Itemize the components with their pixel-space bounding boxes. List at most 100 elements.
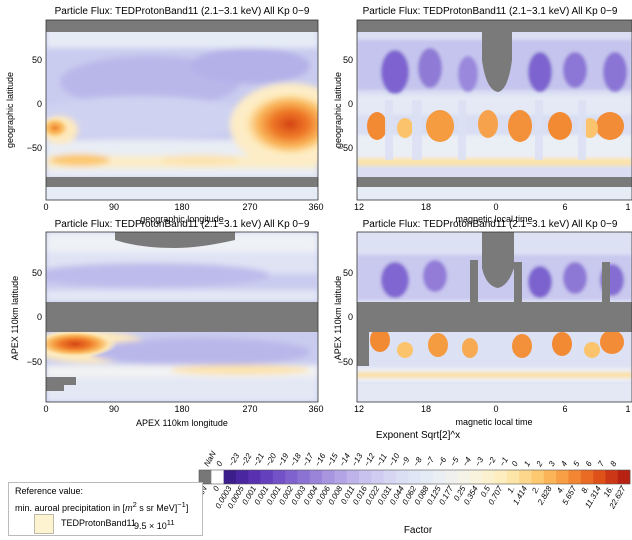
colorbar-exponent-label: −7: [424, 455, 437, 468]
colorbar-exponent-label: −8: [411, 455, 424, 468]
colorbar-cell: [506, 470, 520, 484]
p2-ytick-0: 0: [348, 99, 353, 109]
colorbar-exponent-label: −3: [473, 455, 486, 468]
colorbar-factor-tick: 1.: [506, 485, 517, 495]
p1-xtick-180: 180: [174, 202, 189, 212]
panel-3-title: Particle Flux: TEDProtonBand11 (2.1−3.1 …: [55, 219, 310, 230]
colorbar-exponent-label: −19: [276, 451, 291, 468]
colorbar-cell: [432, 470, 446, 484]
colorbar-cell: [211, 470, 224, 484]
colorbar-exponent-label: 0: [510, 459, 520, 468]
colorbar-exponent-label: −16: [313, 451, 328, 468]
panel-4-warm-band: [370, 328, 624, 358]
panel-2: Particle Flux: TEDProtonBand11 (2.1−3.1 …: [333, 6, 632, 224]
colorbar-exponent-label: −15: [325, 451, 340, 468]
reference-label: Reference value:: [15, 486, 84, 496]
colorbar-exponent-label: 5: [572, 459, 582, 468]
colorbar-cell: [420, 470, 434, 484]
p2-xtick-18: 18: [421, 202, 431, 212]
colorbar-exponent-label: −11: [375, 452, 389, 468]
colorbar-cell: [383, 470, 397, 484]
colorbar-cell: [408, 470, 421, 484]
p1-ylabel: geographic latitude: [5, 72, 15, 148]
colorbar-cell: [543, 470, 557, 484]
colorbar-cell: [309, 470, 323, 484]
panel-1-title: Particle Flux: TEDProtonBand11 (2.1−3.1 …: [55, 6, 310, 17]
p2-xlabel: magnetic local time: [455, 214, 532, 224]
reference-sublabel: min. auroal precipitation in [m2 s sr Me…: [15, 500, 189, 513]
colorbar-cell: [359, 470, 372, 484]
p4-xtick-6: 6: [562, 404, 567, 414]
colorbar-factor-tick: 8.: [580, 485, 591, 495]
colorbar-exponent-label: 7: [596, 459, 606, 468]
p1-ytick-0: 0: [37, 99, 42, 109]
colorbar-cell: [334, 470, 348, 484]
p1-xtick-270: 270: [242, 202, 257, 212]
colorbar-exponent-label: −9: [399, 455, 412, 468]
colorbar-exponent-label: −2: [485, 455, 498, 468]
colorbar-factor-tick: 2.: [530, 485, 542, 496]
p4-xtick-12b: 1: [625, 404, 630, 414]
reference-legend: Reference value: min. auroal precipitati…: [8, 482, 203, 536]
p2-ytick-m50: −50: [338, 143, 353, 153]
colorbar-cell: [260, 470, 274, 484]
p1-xtick-90: 90: [109, 202, 119, 212]
colorbar-factor-labels: NaN00.00030.00050.0010.0010.0010.0020.00…: [193, 484, 628, 511]
colorbar-exponent-label: −18: [288, 451, 303, 468]
colorbar-cell: [593, 470, 606, 484]
colorbar-cell: [482, 470, 495, 484]
colorbar-cell: [617, 470, 631, 484]
p3-xtick-270: 270: [242, 404, 257, 414]
p3-ylabel: APEX 110km latitude: [10, 276, 20, 360]
panel-4-map: [357, 232, 632, 402]
p4-ytick-50: 50: [343, 268, 353, 278]
colorbar-exponent-label: −6: [436, 455, 449, 468]
panel-3: Particle Flux: TEDProtonBand11 (2.1−3.1 …: [10, 219, 324, 428]
colorbar-outline: [198, 469, 631, 485]
colorbar-cell: [346, 470, 360, 484]
p1-ytick-50: 50: [32, 55, 42, 65]
p2-xtick-0: 0: [493, 202, 498, 212]
p4-ylabel: APEX 110km latitude: [333, 276, 343, 360]
colorbar-title: Exponent Sqrt[2]^x: [376, 430, 460, 441]
p3-ytick-50: 50: [32, 268, 42, 278]
colorbar-cell: [531, 470, 545, 484]
colorbar-cell: [285, 470, 298, 484]
p3-xlabel: APEX 110km longitude: [136, 418, 228, 428]
colorbar-cell: [235, 470, 249, 484]
p1-xlabel: geographic longitude: [140, 214, 224, 224]
colorbar-cell: [297, 470, 311, 484]
colorbar-exponent-label: −13: [350, 451, 365, 468]
p3-ytick-m50: −50: [27, 357, 42, 367]
colorbar-exponent-label: −10: [387, 451, 402, 468]
colorbar-exponent-label: −17: [301, 451, 316, 468]
colorbar-cell: [519, 470, 532, 484]
p2-ytick-50: 50: [343, 55, 353, 65]
colorbar-cell: [199, 470, 212, 484]
colorbar-exponent-label: 6: [584, 459, 594, 468]
colorbar-exponent-label: 1: [522, 460, 532, 468]
p4-xtick-18: 18: [421, 404, 431, 414]
colorbar-exponent-label: −14: [338, 451, 353, 468]
colorbar-cell: [494, 470, 508, 484]
colorbar-exponent-label: 2: [534, 459, 545, 469]
colorbar-exponent-label: −21: [251, 452, 266, 468]
p4-xtick-0: 0: [493, 404, 498, 414]
reference-value: 9.5 × 1011: [134, 518, 175, 531]
colorbar-factor-tick: 1.414: [511, 484, 529, 506]
reference-name: TEDProtonBand11: [61, 518, 136, 528]
colorbar-cell: [556, 470, 569, 484]
colorbar-cell: [457, 470, 471, 484]
colorbar-cell: [605, 470, 618, 484]
colorbar-cell: [371, 470, 385, 484]
panel-2-title: Particle Flux: TEDProtonBand11 (2.1−3.1 …: [363, 6, 618, 17]
colorbar-cells: [198, 469, 631, 485]
colorbar-exponent-label: −5: [448, 455, 461, 468]
p3-xtick-0: 0: [43, 404, 48, 414]
panel-1-map: [46, 20, 318, 200]
p2-xtick-12b: 1: [625, 202, 630, 212]
p1-xtick-360: 360: [308, 202, 323, 212]
